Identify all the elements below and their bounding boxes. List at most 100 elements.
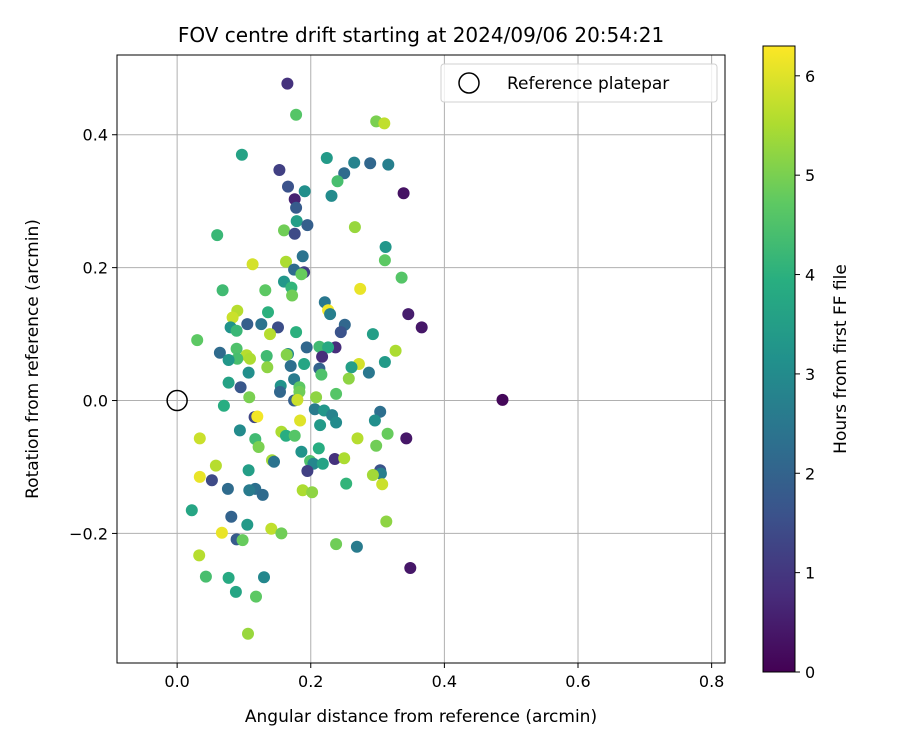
reference-marker: [166, 389, 188, 412]
scatter-point: [331, 175, 344, 188]
scatter-point: [324, 308, 337, 321]
scatter-point: [348, 221, 361, 234]
scatter-point: [226, 311, 239, 324]
scatter-point: [404, 562, 417, 574]
y-tick-label: −0.2: [69, 524, 108, 543]
colorbar: 0 1 2 3 4 5 6 Hours from first FF file: [762, 45, 851, 682]
colorbar-ticks: 0 1 2 3 4 5 6: [795, 67, 815, 682]
scatter-point: [291, 393, 304, 406]
scatter-point: [216, 284, 229, 297]
scatter-point: [362, 366, 375, 379]
scatter-point: [222, 354, 235, 366]
scatter-point: [265, 522, 278, 535]
scatter-point: [298, 358, 311, 370]
scatter-point: [217, 399, 230, 412]
scatter-point: [280, 348, 293, 361]
scatter-point: [313, 340, 326, 353]
scatter-point: [296, 250, 309, 263]
scatter-point: [338, 167, 351, 180]
scatter-point: [278, 224, 290, 237]
scatter-point: [290, 108, 303, 121]
scatter-point: [282, 180, 294, 193]
scatter-point: [268, 455, 280, 468]
scatter-point: [395, 271, 408, 284]
scatter-point: [243, 391, 256, 404]
scatter-point: [290, 201, 303, 214]
legend-label: Reference platepar: [507, 74, 669, 94]
scatter-point: [296, 484, 309, 497]
scatter-point: [374, 405, 387, 418]
scatter-point: [244, 352, 256, 365]
colorbar-tick-label: 3: [805, 365, 815, 384]
scatter-point: [259, 284, 272, 297]
scatter-point: [241, 318, 254, 331]
scatter-point: [290, 326, 303, 339]
scatter-point: [350, 540, 363, 553]
scatter-point: [213, 346, 226, 359]
scatter-point: [281, 77, 294, 90]
scatter-point: [342, 372, 355, 385]
scatter-point: [294, 414, 307, 427]
colorbar-tick-label: 2: [805, 464, 815, 483]
scatter-point: [320, 152, 333, 164]
data-points: [185, 77, 509, 640]
scatter-point: [275, 527, 288, 540]
scatter-point: [286, 289, 299, 302]
scatter-point: [191, 334, 204, 347]
scatter-point: [233, 424, 246, 437]
scatter-point: [236, 534, 249, 547]
axis-ticks: 0.0 0.2 0.4 0.6 0.8 −0.2 0.0 0.2 0.4: [69, 126, 724, 691]
scatter-point: [290, 215, 303, 228]
scatter-point: [345, 361, 358, 374]
scatter-point: [378, 356, 391, 368]
scatter-point: [215, 526, 228, 539]
scatter-point: [252, 441, 265, 453]
y-axis-label: Rotation from reference (arcmin): [23, 219, 43, 499]
scatter-point: [400, 432, 413, 445]
scatter-point: [256, 488, 269, 501]
scatter-point: [397, 187, 410, 200]
scatter-point: [250, 590, 262, 603]
scatter-point: [348, 156, 361, 169]
scatter-point: [376, 478, 389, 491]
scatter-point: [243, 484, 256, 497]
scatter-point: [316, 457, 329, 470]
x-tick-label: 0.4: [432, 672, 457, 691]
x-tick-label: 0.6: [565, 672, 590, 691]
reference-platepar-point: [166, 389, 188, 412]
scatter-point: [272, 321, 284, 334]
scatter-point: [382, 158, 395, 171]
scatter-point: [330, 387, 343, 400]
scatter-point: [315, 368, 328, 381]
scatter-point: [310, 391, 323, 404]
scatter-point: [354, 282, 367, 295]
scatter-point: [364, 157, 377, 170]
scatter-point: [366, 328, 379, 341]
scatter-point: [378, 254, 391, 267]
legend-box: [440, 63, 718, 103]
scatter-point: [295, 445, 308, 458]
scatter-point: [255, 318, 268, 331]
scatter-point: [280, 429, 292, 442]
scatter-point: [230, 324, 243, 337]
scatter-point: [229, 585, 242, 598]
colorbar-tick-label: 0: [805, 663, 815, 682]
scatter-point: [193, 470, 206, 483]
scatter-point: [185, 504, 198, 517]
scatter-point: [274, 385, 286, 398]
scatter-point: [193, 432, 206, 445]
scatter-point: [211, 229, 224, 242]
scatter-point: [330, 416, 343, 429]
scatter-point: [415, 321, 428, 334]
scatter-point: [260, 350, 273, 362]
x-tick-label: 0.2: [298, 672, 323, 691]
scatter-point: [496, 393, 509, 406]
scatter-point: [325, 189, 338, 202]
scatter-point: [295, 268, 308, 281]
scatter-point: [241, 518, 254, 531]
scatter-point: [242, 627, 254, 640]
colorbar-tick-label: 5: [805, 166, 815, 185]
legend: Reference platepar: [440, 63, 718, 103]
colorbar-gradient: [762, 45, 796, 673]
